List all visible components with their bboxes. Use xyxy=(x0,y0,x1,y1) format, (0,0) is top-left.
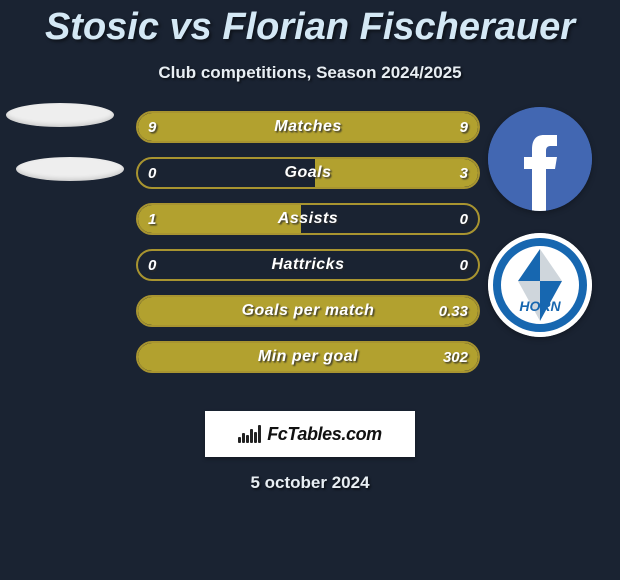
stat-row: Matches9 9 xyxy=(136,111,480,143)
stat-value-left: 1 xyxy=(148,203,156,235)
stat-row: Min per goal302 xyxy=(136,341,480,373)
stat-row: Hattricks0 0 xyxy=(136,249,480,281)
fctables-label: FcTables.com xyxy=(267,424,382,445)
stat-row: Assists1 0 xyxy=(136,203,480,235)
stat-row: Goals per match0.33 xyxy=(136,295,480,327)
subtitle: Club competitions, Season 2024/2025 xyxy=(0,63,620,83)
stat-label: Goals xyxy=(136,157,480,189)
right-badge-column: HORN xyxy=(488,107,608,337)
fctables-badge[interactable]: FcTables.com xyxy=(205,411,415,457)
facebook-icon xyxy=(488,107,592,211)
fctables-chart-icon xyxy=(238,425,261,443)
stat-value-left: 0 xyxy=(148,249,156,281)
stat-value-right: 3 xyxy=(460,157,468,189)
comparison-area: HORN Matches99Goals03Assists10Hattricks0… xyxy=(0,111,620,401)
stat-value-right: 302 xyxy=(443,341,468,373)
stat-value-right: 0 xyxy=(460,203,468,235)
stat-label: Hattricks xyxy=(136,249,480,281)
stat-value-right: 9 xyxy=(460,111,468,143)
stat-label: Assists xyxy=(136,203,480,235)
stat-bars: Matches99Goals03Assists10Hattricks00Goal… xyxy=(136,111,480,387)
facebook-share-button[interactable] xyxy=(488,107,592,211)
stat-value-right: 0 xyxy=(460,249,468,281)
page-title: Stosic vs Florian Fischerauer xyxy=(0,0,620,49)
stat-row: Goals0 3 xyxy=(136,157,480,189)
stat-label: Matches xyxy=(136,111,480,143)
stat-value-left: 9 xyxy=(148,111,156,143)
date-label: 5 october 2024 xyxy=(0,473,620,493)
svg-text:HORN: HORN xyxy=(519,298,561,314)
player-disc-1 xyxy=(6,103,114,127)
left-player-column xyxy=(0,103,130,181)
stat-value-left: 0 xyxy=(148,157,156,189)
player-disc-2 xyxy=(16,157,124,181)
stat-label: Min per goal xyxy=(136,341,480,373)
stat-value-right: 0.33 xyxy=(439,295,468,327)
club-badge-horn: HORN xyxy=(488,233,592,337)
stat-label: Goals per match xyxy=(136,295,480,327)
